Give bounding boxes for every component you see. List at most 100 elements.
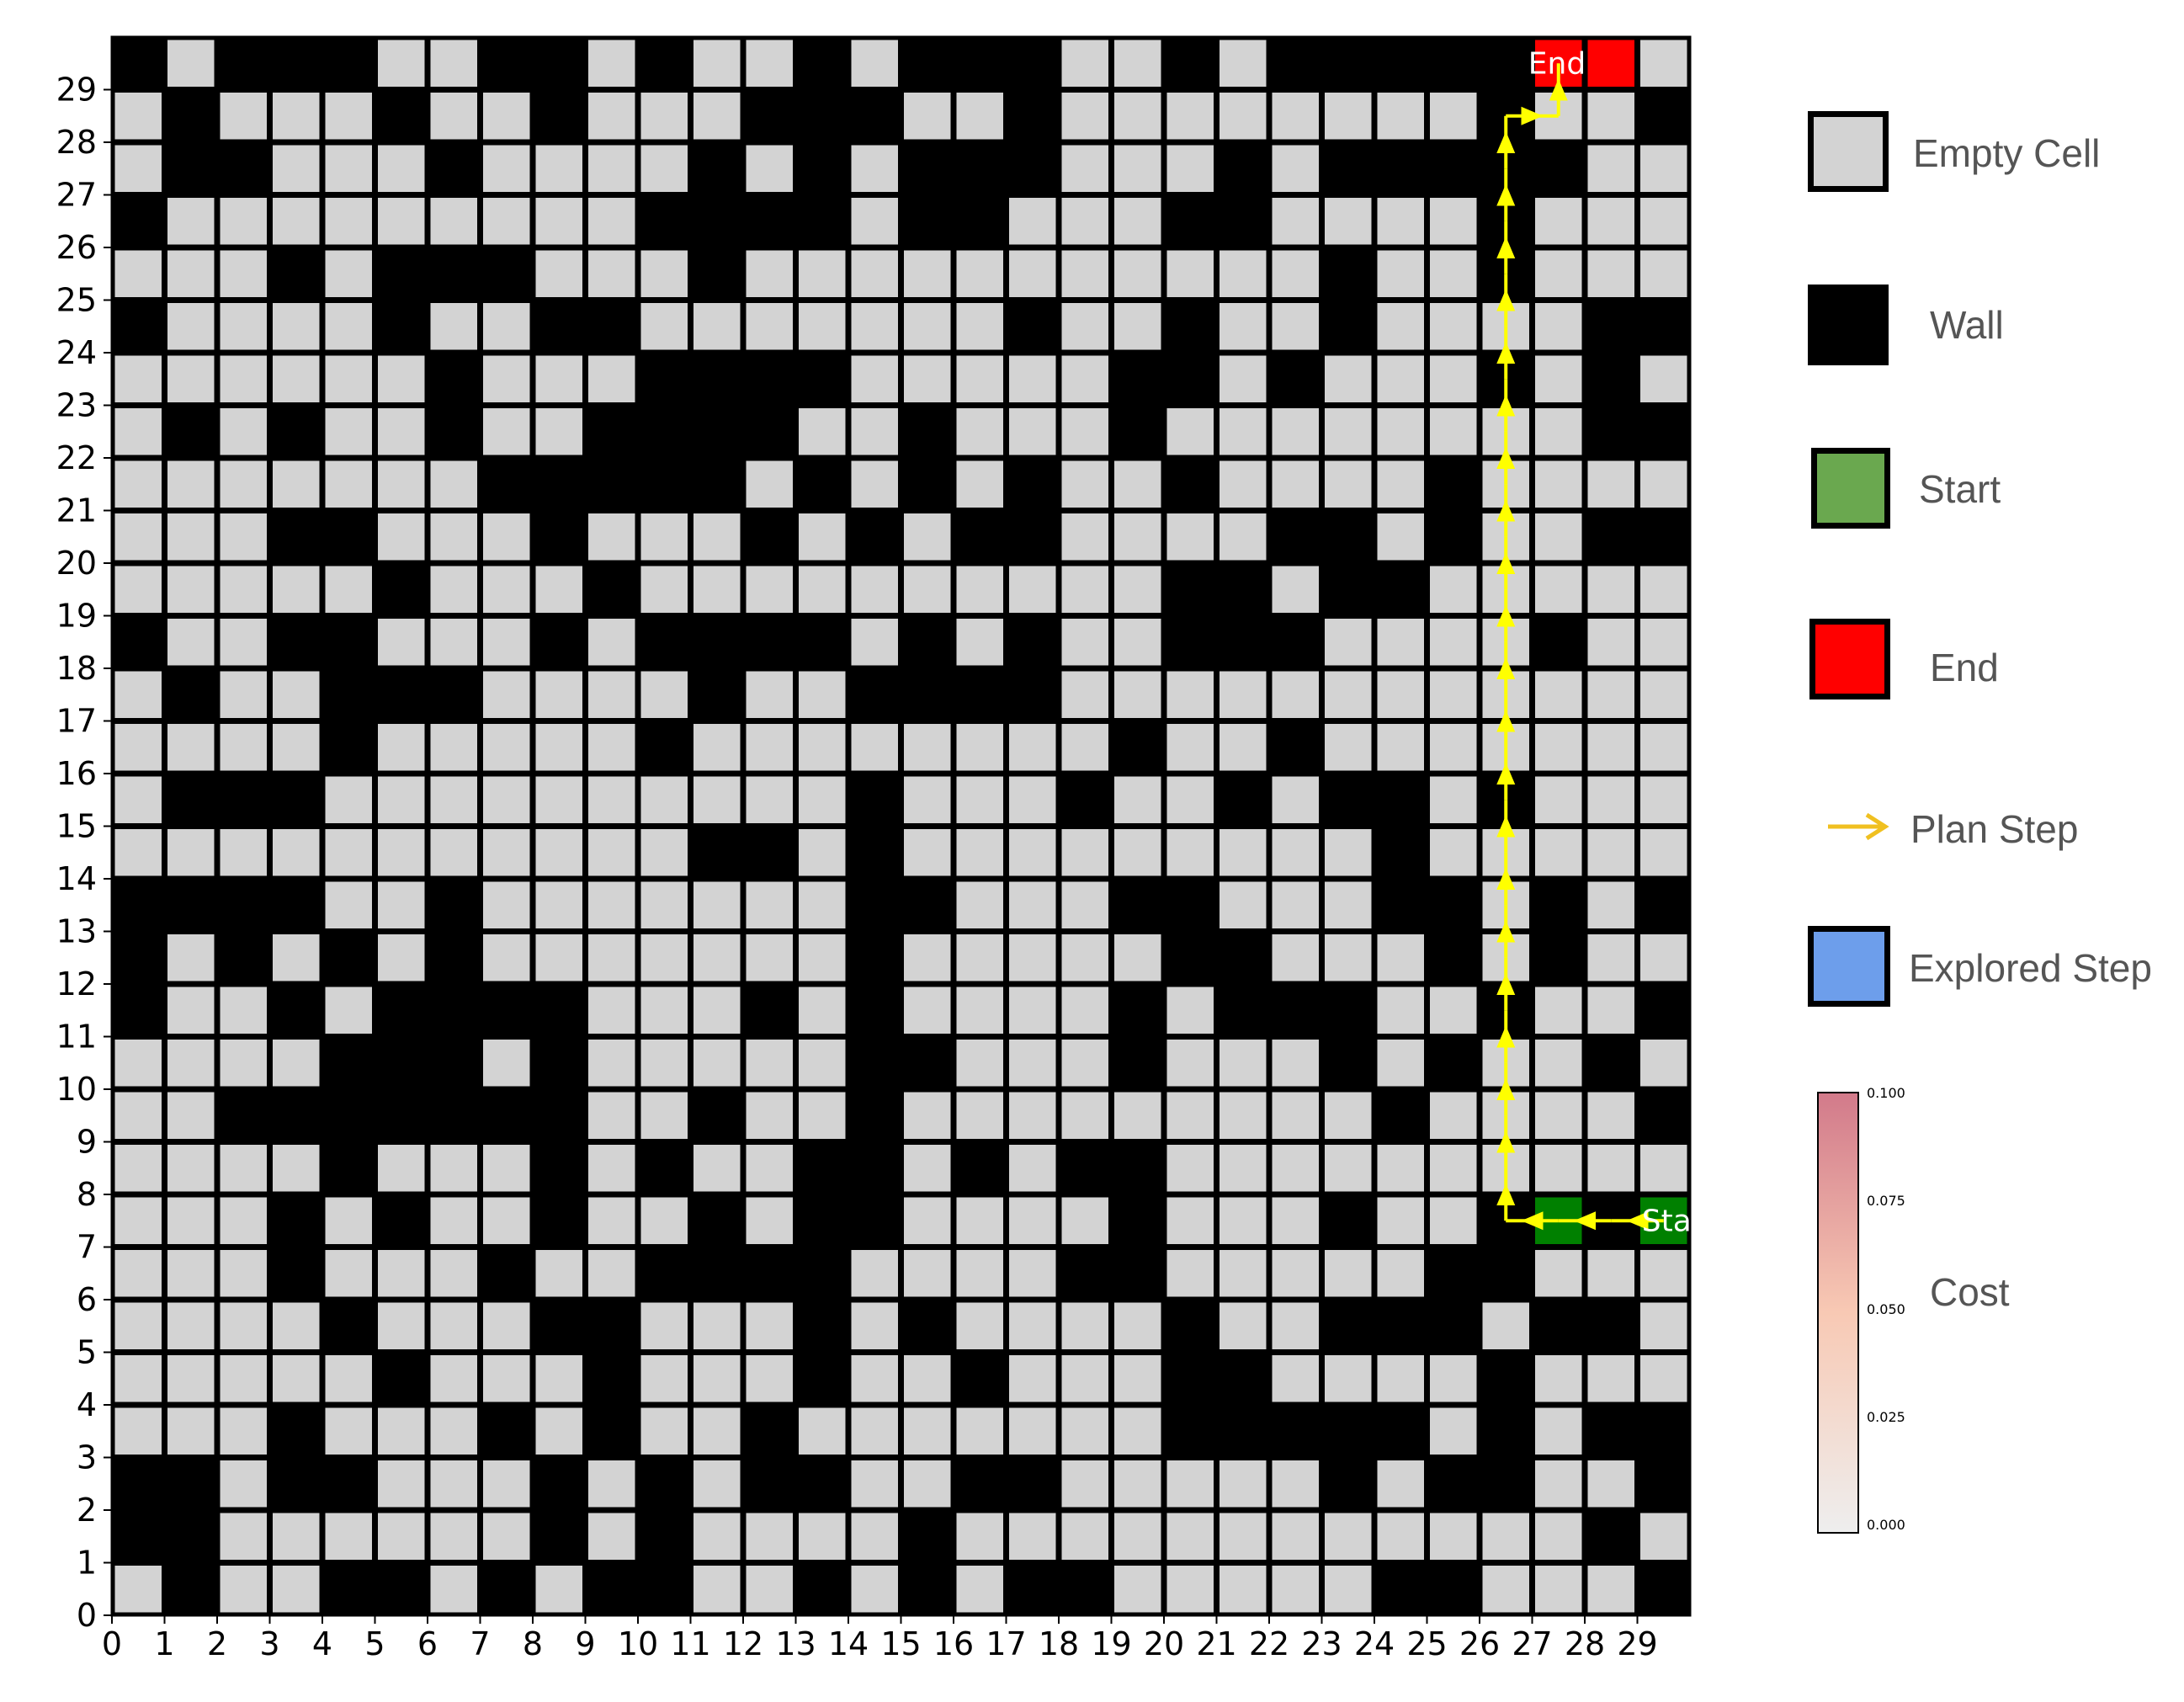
empty-cell (378, 1250, 425, 1297)
empty-cell (1587, 934, 1634, 981)
empty-cell (1377, 93, 1424, 140)
empty-cell (1114, 303, 1161, 350)
empty-cell (220, 566, 267, 613)
empty-cell (1535, 1092, 1582, 1139)
empty-cell (483, 1145, 530, 1192)
empty-cell (273, 145, 320, 192)
empty-cell (325, 93, 372, 140)
empty-cell (220, 829, 267, 876)
empty-cell (1272, 93, 1319, 140)
empty-cell (325, 408, 372, 455)
empty-cell (799, 250, 846, 297)
empty-cell (588, 987, 635, 1034)
legend-explored-swatch (1808, 926, 1890, 1007)
empty-cell (1272, 460, 1319, 508)
empty-cell (535, 198, 582, 245)
empty-cell (1587, 1250, 1634, 1297)
empty-cell (1482, 1566, 1529, 1613)
empty-cell (1640, 724, 1687, 771)
plan-step-arrowhead (1496, 868, 1516, 890)
empty-cell (378, 408, 425, 455)
empty-cell (325, 566, 372, 613)
legend-start-swatch (1811, 448, 1890, 529)
empty-cell (693, 93, 741, 140)
empty-cell (640, 513, 688, 561)
empty-cell (588, 671, 635, 718)
empty-cell (220, 1197, 267, 1244)
empty-cell (220, 619, 267, 666)
cost-tick-0025: 0.025 (1867, 1409, 1905, 1425)
y-tick-label: 7 (77, 1229, 97, 1266)
empty-cell (535, 829, 582, 876)
empty-cell (273, 303, 320, 350)
empty-cell (535, 408, 582, 455)
empty-cell (1114, 145, 1161, 192)
empty-cell (851, 145, 898, 192)
empty-cell (273, 93, 320, 140)
empty-cell (851, 724, 898, 771)
empty-cell (378, 776, 425, 823)
empty-cell (1325, 1566, 1372, 1613)
empty-cell (430, 1145, 477, 1192)
empty-cell (1640, 1355, 1687, 1402)
empty-cell (1430, 93, 1477, 140)
empty-cell (851, 1250, 898, 1297)
empty-cell (1114, 1460, 1161, 1508)
empty-cell (799, 671, 846, 718)
empty-cell (851, 566, 898, 613)
empty-cell (483, 1040, 530, 1087)
empty-cell (956, 355, 1003, 402)
empty-cell (1220, 1302, 1267, 1349)
empty-cell (588, 1092, 635, 1139)
empty-cell (114, 145, 162, 192)
legend-plan-arrow-icon (1828, 812, 1889, 841)
cost-tick-0075: 0.075 (1867, 1193, 1905, 1209)
empty-cell (799, 1040, 846, 1087)
empty-cell (220, 1355, 267, 1402)
empty-cell (1430, 355, 1477, 402)
empty-cell (1535, 1250, 1582, 1297)
empty-cell (1430, 1513, 1477, 1560)
empty-cell (956, 987, 1003, 1034)
empty-cell (273, 934, 320, 981)
empty-cell (483, 145, 530, 192)
empty-cell (1587, 987, 1634, 1034)
empty-cell (535, 1566, 582, 1613)
empty-cell (430, 513, 477, 561)
empty-cell (746, 303, 793, 350)
empty-cell (114, 1355, 162, 1402)
empty-cell (1430, 1092, 1477, 1139)
y-tick-label: 1 (77, 1545, 97, 1582)
plan-step-arrowhead (1496, 394, 1516, 417)
empty-cell (1535, 355, 1582, 402)
empty-cell (1272, 881, 1319, 928)
empty-cell (1061, 303, 1108, 350)
y-tick-label: 9 (77, 1124, 97, 1161)
empty-cell (483, 303, 530, 350)
empty-cell (325, 987, 372, 1034)
empty-cell (1377, 934, 1424, 981)
empty-cell (325, 881, 372, 928)
empty-cell (1377, 619, 1424, 666)
empty-cell (1640, 671, 1687, 718)
empty-cell (430, 1407, 477, 1455)
plan-step-arrowhead (1496, 183, 1516, 206)
empty-cell (535, 1407, 582, 1455)
empty-cell (693, 1407, 741, 1455)
empty-cell (1220, 408, 1267, 455)
empty-cell (640, 881, 688, 928)
empty-cell (378, 198, 425, 245)
empty-cell (904, 1355, 951, 1402)
empty-cell (220, 1407, 267, 1455)
empty-cell (1640, 40, 1687, 87)
maze-background (112, 37, 1690, 1615)
empty-cell (1061, 1092, 1108, 1139)
empty-cell (1009, 829, 1056, 876)
empty-cell (799, 408, 846, 455)
empty-cell (1430, 829, 1477, 876)
empty-cell (904, 1250, 951, 1297)
empty-cell (956, 1092, 1003, 1139)
empty-cell (378, 1302, 425, 1349)
plan-step-arrowhead (1496, 1025, 1516, 1048)
empty-cell (1640, 460, 1687, 508)
